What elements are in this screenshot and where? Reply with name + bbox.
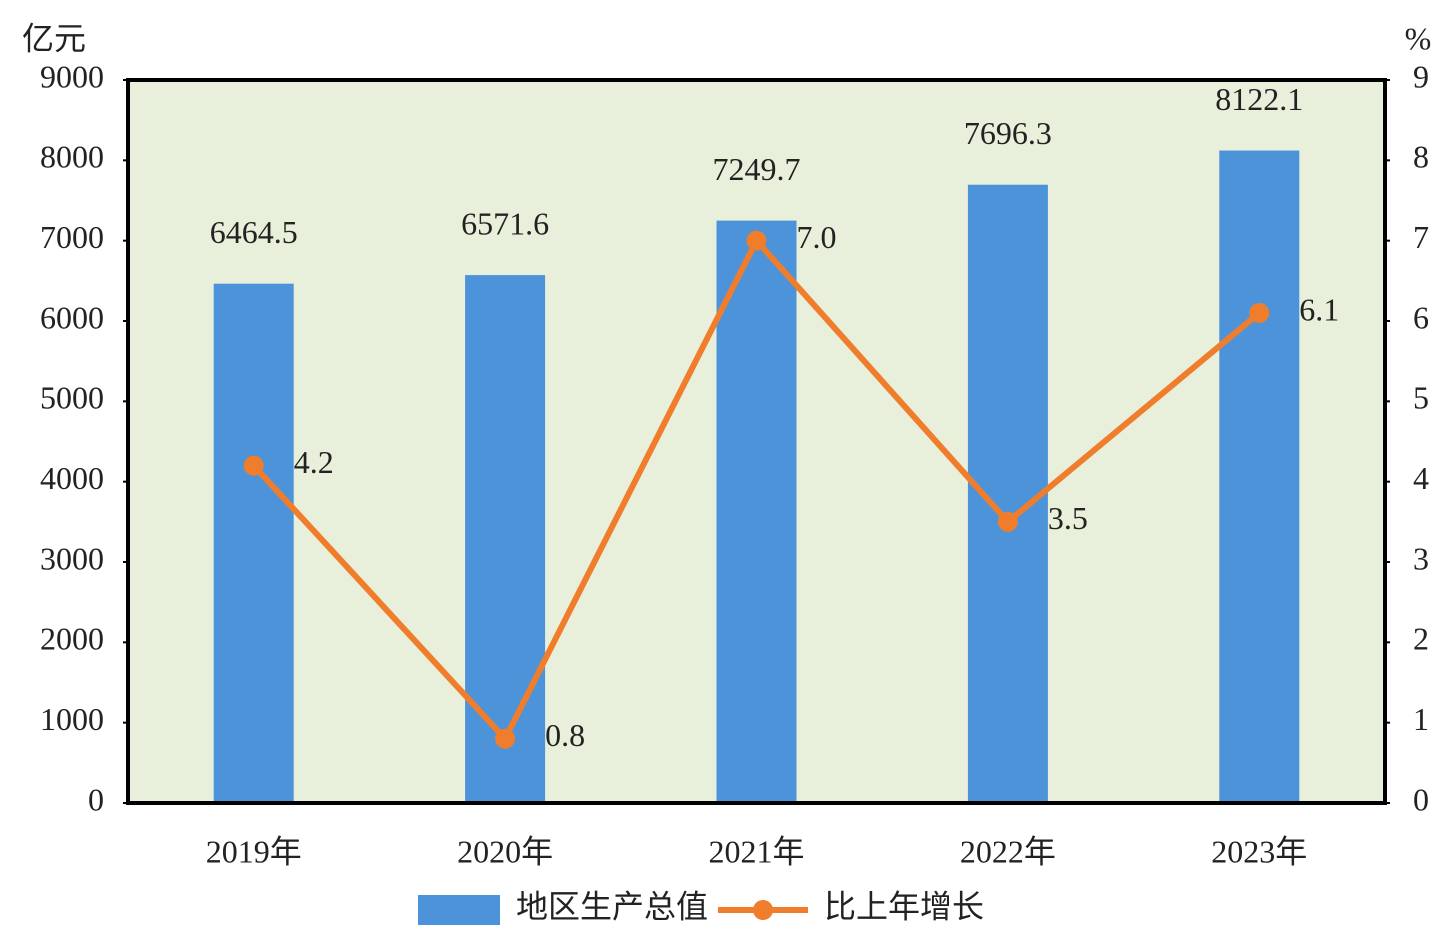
y2-tick-label: 3	[1413, 540, 1429, 576]
y-axis-label: 亿元	[22, 20, 86, 56]
y2-tick-label: 5	[1413, 380, 1429, 416]
y2-tick-label: 1	[1413, 701, 1429, 737]
line-point	[997, 511, 1018, 532]
line-point	[495, 728, 516, 749]
legend-label: 地区生产总值	[516, 888, 708, 924]
line-value-label: 0.8	[545, 717, 585, 753]
bar	[716, 220, 797, 804]
line-point	[746, 230, 767, 251]
legend-swatch-point	[753, 900, 774, 920]
bar-value-label: 7696.3	[964, 115, 1052, 151]
bar-value-label: 8122.1	[1215, 81, 1303, 117]
line-point	[243, 455, 264, 476]
y-tick-label: 7000	[40, 219, 104, 255]
line-point	[1249, 302, 1270, 323]
line-value-label: 6.1	[1299, 291, 1339, 327]
y-tick-label: 1000	[40, 701, 104, 737]
bar	[465, 275, 546, 804]
y2-tick-label: 8	[1413, 139, 1429, 175]
y2-tick-label: 4	[1413, 460, 1429, 496]
y-tick-label: 3000	[40, 540, 104, 576]
x-tick-label: 2022年	[960, 833, 1056, 869]
x-tick-label: 2023年	[1211, 833, 1307, 869]
y-tick-label: 4000	[40, 460, 104, 496]
bar-value-label: 6464.5	[210, 214, 298, 250]
y2-tick-label: 9	[1413, 58, 1429, 94]
y-tick-label: 0	[88, 781, 104, 817]
y-tick-label: 6000	[40, 299, 104, 335]
y-tick-label: 8000	[40, 139, 104, 175]
y2-tick-label: 7	[1413, 219, 1429, 255]
bar-value-label: 7249.7	[713, 151, 801, 187]
y2-axis-label: %	[1405, 20, 1432, 56]
x-tick-label: 2021年	[708, 833, 804, 869]
y2-tick-label: 0	[1413, 781, 1429, 817]
y-tick-label: 5000	[40, 380, 104, 416]
line-value-label: 3.5	[1048, 500, 1088, 536]
plot-frame	[126, 78, 1387, 805]
bar-value-label: 6571.6	[461, 205, 549, 241]
y-tick-label: 9000	[40, 58, 104, 94]
line-value-label: 4.2	[294, 444, 334, 480]
y-tick-label: 2000	[40, 621, 104, 657]
y2-tick-label: 2	[1413, 621, 1429, 657]
legend-swatch	[418, 895, 500, 925]
y2-tick-label: 6	[1413, 299, 1429, 335]
line-value-label: 7.0	[797, 219, 837, 255]
legend-label: 比上年增长	[824, 888, 984, 924]
x-tick-label: 2019年	[206, 833, 302, 869]
bar	[1219, 150, 1300, 803]
x-tick-label: 2020年	[457, 833, 553, 869]
bar	[213, 283, 294, 803]
